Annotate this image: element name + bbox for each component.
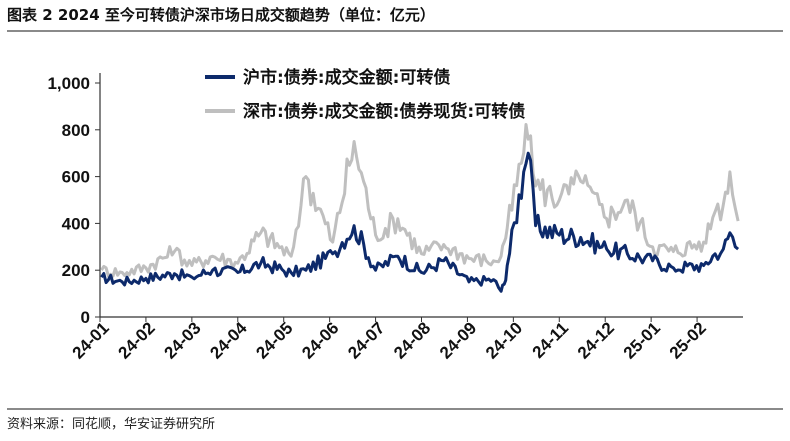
x-tick-label: 25-02 xyxy=(666,318,710,362)
y-tick-label: 600 xyxy=(62,168,90,187)
x-tick-label: 24-09 xyxy=(436,318,480,362)
y-tick-label: 800 xyxy=(62,121,90,140)
x-tick-label: 24-11 xyxy=(529,318,573,362)
series-line-sz xyxy=(100,123,740,278)
figure-title: 图表 2 2024 至今可转债沪深市场日成交额趋势（单位：亿元） xyxy=(7,6,435,24)
x-tick-label: 24-04 xyxy=(206,318,251,363)
y-tick-label: 400 xyxy=(62,214,90,233)
x-axis-ticks: 24-01 24-02 24-03 24-04 24-05 24-06 24-07 24-08… xyxy=(69,317,710,363)
x-tick-label: 24-02 xyxy=(115,318,159,362)
x-tick-label: 24-08 xyxy=(390,318,434,362)
legend-label: 深市:债券:成交金额:债券现货:可转债 xyxy=(243,101,525,122)
legend-label: 沪市:债券:成交金额:可转债 xyxy=(243,67,450,88)
x-tick-label: 24-03 xyxy=(161,318,205,362)
source-note: 资料来源：同花顺，华安证券研究所 xyxy=(7,417,216,432)
top-rule xyxy=(7,30,783,32)
x-tick-label: 25-01 xyxy=(620,318,664,362)
y-axis-ticks: 0 200 400 600 800 1,000 xyxy=(47,74,100,327)
bottom-rule xyxy=(7,408,783,410)
x-tick-label: 24-06 xyxy=(298,318,342,362)
x-tick-label: 24-12 xyxy=(574,318,618,362)
x-tick-label: 24-01 xyxy=(69,318,113,362)
x-tick-label: 24-07 xyxy=(344,318,388,362)
series-line-sh xyxy=(100,151,740,293)
y-tick-label: 0 xyxy=(81,308,90,327)
x-tick-label: 24-05 xyxy=(252,318,296,362)
x-tick-label: 24-10 xyxy=(482,318,526,362)
chart-lines xyxy=(100,123,740,293)
y-tick-label: 200 xyxy=(62,261,90,280)
y-tick-label: 1,000 xyxy=(47,74,90,93)
